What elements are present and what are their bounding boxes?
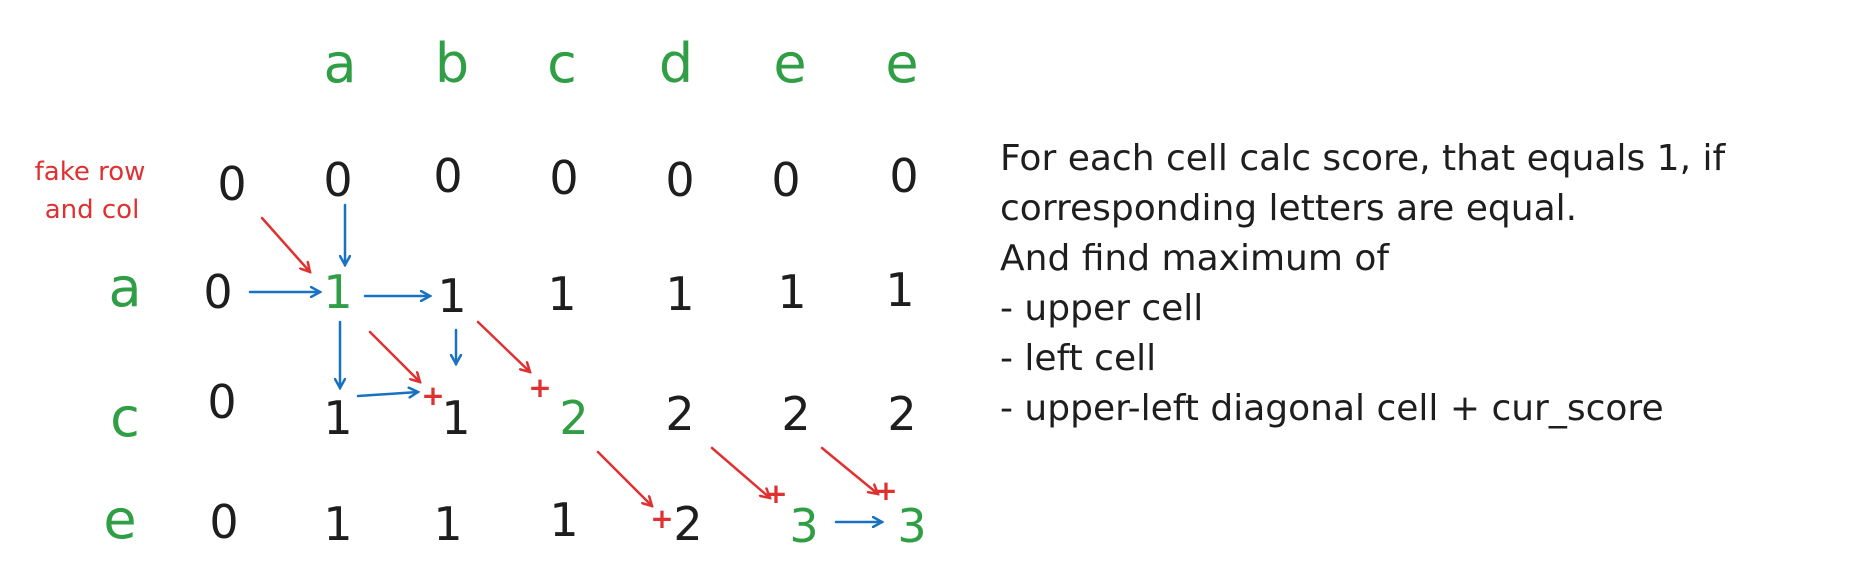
- arrow-diagonal: [712, 448, 770, 498]
- grid-cell: 1: [665, 267, 694, 321]
- grid-cell: 1: [433, 497, 462, 551]
- grid-cell: 1: [777, 265, 806, 319]
- grid-cell: 0: [203, 265, 232, 319]
- grid-cell: 0: [549, 151, 578, 205]
- fake-row-col-note: fake row and col: [35, 157, 146, 225]
- arrow-diagonal: [478, 322, 530, 372]
- description-line: corresponding letters are equal.: [1000, 188, 1577, 229]
- blue-arrows: [250, 205, 882, 522]
- grid-cell-match: 3: [897, 499, 926, 553]
- plus-sign: +: [764, 477, 787, 510]
- description-line: And find maximum of: [1000, 238, 1390, 279]
- grid-cell: 2: [887, 387, 916, 441]
- row-letter: a: [108, 256, 141, 319]
- grid-cell: 2: [781, 387, 810, 441]
- grid-cell: 1: [549, 493, 578, 547]
- grid-cell: 0: [207, 375, 236, 429]
- grid-cell: 1: [547, 267, 576, 321]
- grid-cell: 1: [323, 391, 352, 445]
- col-letter: e: [773, 32, 806, 95]
- arrow-right: [358, 392, 418, 396]
- grid-cell: 0: [323, 153, 352, 207]
- grid-cell: 2: [665, 387, 694, 441]
- grid-row-0: 0 0 0 0 0 0 0: [217, 149, 918, 211]
- col-letter: b: [435, 32, 469, 95]
- grid-cell: 1: [885, 263, 914, 317]
- grid-cell: 1: [323, 497, 352, 551]
- note-line: fake row: [35, 157, 146, 187]
- arrow-diagonal: [262, 218, 310, 272]
- row-headers: a c e: [103, 256, 141, 551]
- description-item: - left cell: [1000, 338, 1156, 379]
- column-headers: a b c d e e: [323, 32, 918, 95]
- grid-cell: 0: [433, 149, 462, 203]
- col-letter: c: [547, 32, 577, 95]
- grid-cell-match: 3: [789, 499, 818, 553]
- grid-cell: 0: [217, 157, 246, 211]
- grid-cell: 0: [209, 495, 238, 549]
- grid-cell-match: 1: [323, 265, 352, 319]
- grid-cell: 1: [437, 269, 466, 323]
- plus-sign: +: [650, 502, 673, 535]
- row-letter: e: [103, 488, 136, 551]
- description-item: - upper-left diagonal cell + cur_score: [1000, 388, 1664, 429]
- grid-row-2: 0 1 1 2 2 2 2: [207, 375, 916, 445]
- arrow-diagonal: [370, 332, 420, 382]
- plus-sign: +: [421, 379, 444, 412]
- note-line: and col: [45, 195, 140, 225]
- grid-cell: 0: [771, 153, 800, 207]
- grid-cell: 2: [673, 497, 702, 551]
- plus-sign: +: [874, 474, 897, 507]
- col-letter: d: [659, 32, 693, 95]
- description-line: For each cell calc score, that equals 1,…: [1000, 138, 1726, 179]
- col-letter: e: [885, 32, 918, 95]
- red-arrows: [262, 218, 878, 506]
- grid-row-3: 0 1 1 1 2 3 3: [209, 493, 926, 553]
- plus-sign: +: [528, 371, 551, 404]
- col-letter: a: [323, 32, 356, 95]
- grid-cell-match: 2: [559, 391, 588, 445]
- row-letter: c: [110, 386, 140, 449]
- arrow-diagonal: [822, 448, 878, 494]
- description: For each cell calc score, that equals 1,…: [1000, 138, 1726, 429]
- arrow-diagonal: [598, 452, 652, 506]
- description-item: - upper cell: [1000, 288, 1203, 329]
- grid-cell: 1: [441, 391, 470, 445]
- grid-cell: 0: [889, 149, 918, 203]
- grid-cell: 0: [665, 153, 694, 207]
